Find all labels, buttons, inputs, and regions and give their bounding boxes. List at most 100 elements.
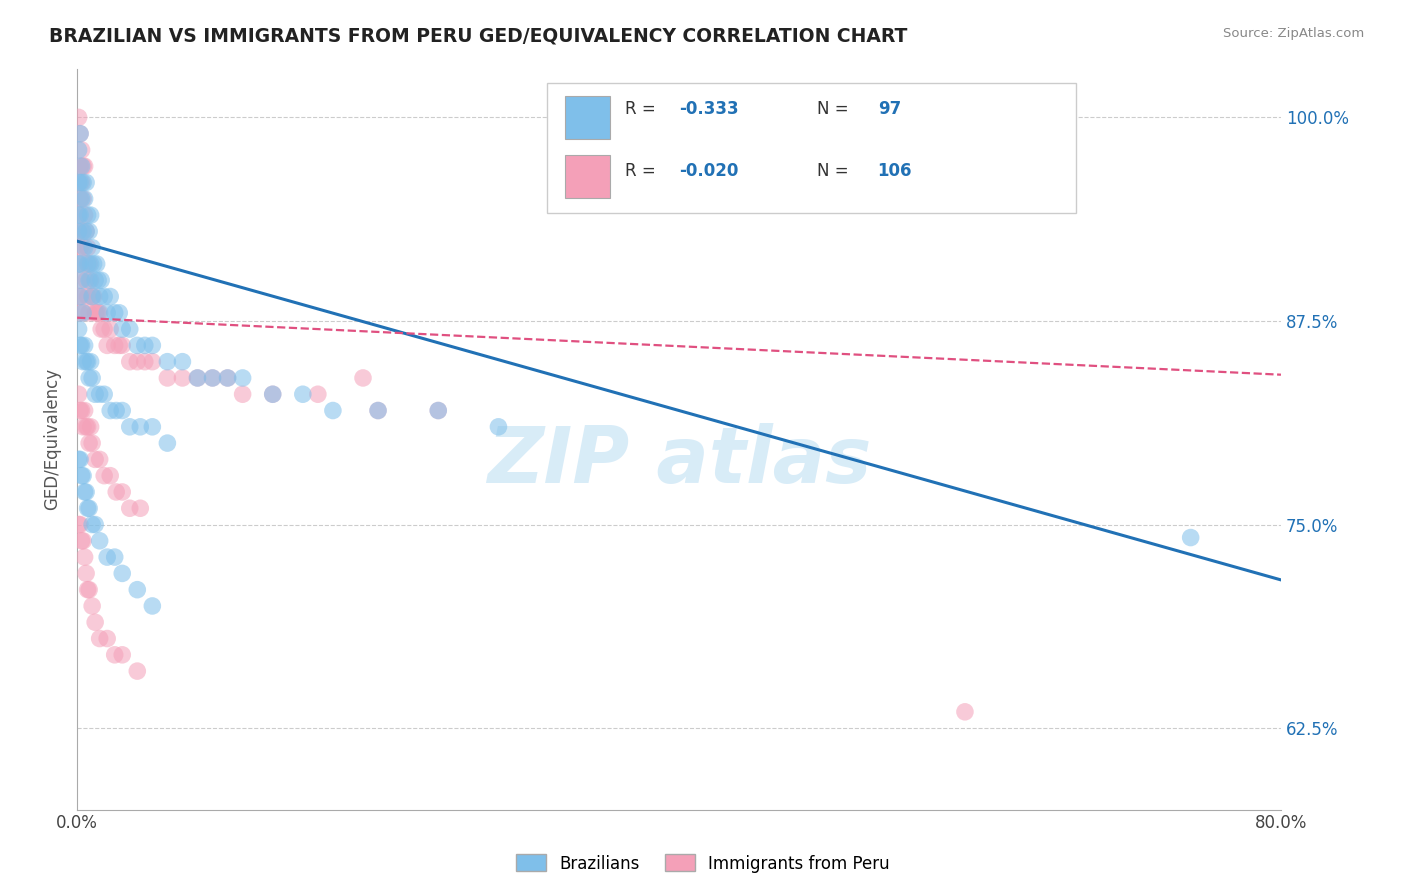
Point — [82, 241, 104, 255]
Point — [67, 208, 90, 222]
Point — [367, 403, 389, 417]
Point — [172, 371, 194, 385]
Point — [77, 371, 100, 385]
Point — [69, 517, 91, 532]
Point — [111, 403, 134, 417]
Point — [262, 387, 284, 401]
Point — [127, 664, 149, 678]
Point — [75, 224, 97, 238]
Point — [67, 322, 90, 336]
Point — [73, 192, 96, 206]
Point — [186, 371, 208, 385]
Point — [134, 338, 156, 352]
Point — [69, 306, 91, 320]
Point — [70, 192, 93, 206]
Point — [89, 452, 111, 467]
Point — [262, 387, 284, 401]
Point — [89, 632, 111, 646]
Point — [73, 159, 96, 173]
Text: N =: N = — [817, 100, 855, 119]
Point — [307, 387, 329, 401]
Point — [82, 517, 104, 532]
Y-axis label: GED/Equivalency: GED/Equivalency — [44, 368, 60, 510]
Text: N =: N = — [817, 161, 855, 180]
Point — [69, 208, 91, 222]
Point — [77, 306, 100, 320]
Text: BRAZILIAN VS IMMIGRANTS FROM PERU GED/EQUIVALENCY CORRELATION CHART: BRAZILIAN VS IMMIGRANTS FROM PERU GED/EQ… — [49, 27, 908, 45]
Point — [141, 599, 163, 613]
Point — [67, 208, 90, 222]
Point — [87, 306, 110, 320]
Point — [201, 371, 224, 385]
Point — [67, 257, 90, 271]
Point — [67, 289, 90, 303]
Point — [118, 419, 141, 434]
Point — [84, 517, 107, 532]
Point — [79, 208, 101, 222]
Point — [156, 371, 179, 385]
Point — [76, 208, 98, 222]
Point — [134, 354, 156, 368]
Point — [82, 371, 104, 385]
Point — [72, 192, 94, 206]
Point — [427, 403, 450, 417]
Point — [217, 371, 239, 385]
Point — [953, 705, 976, 719]
Point — [89, 533, 111, 548]
Point — [96, 306, 118, 320]
Point — [69, 257, 91, 271]
Point — [93, 387, 115, 401]
Point — [98, 403, 121, 417]
Text: R =: R = — [624, 100, 661, 119]
Point — [70, 403, 93, 417]
Point — [70, 176, 93, 190]
Point — [72, 354, 94, 368]
Point — [76, 289, 98, 303]
Point — [75, 224, 97, 238]
Point — [232, 387, 254, 401]
Point — [70, 159, 93, 173]
Point — [72, 224, 94, 238]
Text: Source: ZipAtlas.com: Source: ZipAtlas.com — [1223, 27, 1364, 40]
Point — [70, 338, 93, 352]
Point — [69, 127, 91, 141]
Point — [73, 257, 96, 271]
Point — [76, 354, 98, 368]
Point — [70, 289, 93, 303]
Point — [69, 289, 91, 303]
Point — [73, 241, 96, 255]
Point — [96, 632, 118, 646]
Point — [98, 289, 121, 303]
Point — [76, 501, 98, 516]
Point — [72, 176, 94, 190]
Point — [367, 403, 389, 417]
Point — [75, 176, 97, 190]
Point — [69, 338, 91, 352]
Point — [427, 403, 450, 417]
Point — [67, 176, 90, 190]
Point — [70, 224, 93, 238]
Point — [93, 322, 115, 336]
Point — [127, 582, 149, 597]
Point — [86, 257, 108, 271]
Point — [98, 468, 121, 483]
Point — [77, 501, 100, 516]
Point — [76, 582, 98, 597]
Point — [73, 485, 96, 500]
Point — [129, 501, 152, 516]
Point — [488, 419, 510, 434]
Point — [77, 257, 100, 271]
Point — [89, 387, 111, 401]
Point — [111, 485, 134, 500]
FancyBboxPatch shape — [565, 96, 610, 139]
Point — [79, 257, 101, 271]
Point — [127, 354, 149, 368]
Point — [67, 452, 90, 467]
Legend: Brazilians, Immigrants from Peru: Brazilians, Immigrants from Peru — [509, 847, 897, 880]
Point — [105, 485, 128, 500]
Point — [141, 354, 163, 368]
Point — [73, 338, 96, 352]
Point — [69, 159, 91, 173]
Point — [98, 322, 121, 336]
Point — [76, 241, 98, 255]
